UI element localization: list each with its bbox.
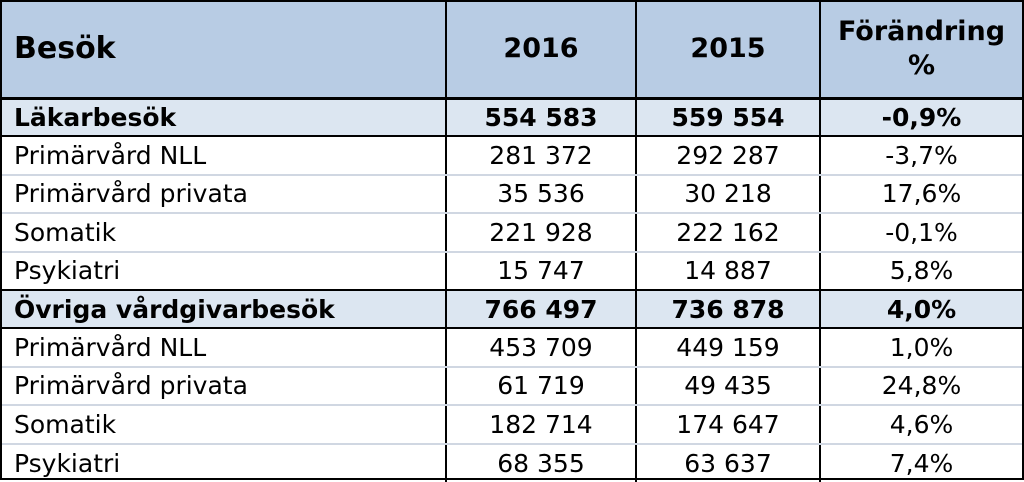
cell-2016: 221 928	[446, 213, 637, 253]
cell-2016: 35 536	[446, 174, 637, 215]
table-header: Besök 2016 2015 Förändring %	[2, 2, 1022, 100]
header-change-line1: Förändring	[837, 16, 1006, 48]
cell-change: 4,6%	[820, 405, 1022, 445]
cell-label: Primärvård NLL	[2, 136, 447, 176]
cell-2016: 281 372	[446, 136, 637, 176]
cell-label: Psykiatri	[2, 251, 447, 291]
header-2015: 2015	[636, 2, 821, 100]
cell-2015: 559 554	[636, 98, 821, 138]
cell-2016: 68 355	[446, 443, 637, 482]
cell-label: Primärvård privata	[2, 174, 447, 215]
table-row: Primärvård NLL 281 372 292 287 -3,7%	[2, 136, 1022, 176]
cell-2016: 453 709	[446, 328, 637, 368]
cell-2016: 182 714	[446, 405, 637, 445]
header-2016: 2016	[446, 2, 637, 100]
cell-2015: 14 887	[636, 251, 821, 291]
table-row: Psykiatri 15 747 14 887 5,8%	[2, 251, 1022, 291]
cell-2016: 15 747	[446, 251, 637, 291]
table-row: Psykiatri 68 355 63 637 7,4%	[2, 443, 1022, 482]
table-row: Primärvård privata 61 719 49 435 24,8%	[2, 366, 1022, 407]
header-change: Förändring %	[820, 2, 1022, 100]
cell-2016: 554 583	[446, 98, 637, 138]
cell-change: 17,6%	[820, 174, 1022, 215]
table-row: Somatik 182 714 174 647 4,6%	[2, 405, 1022, 445]
cell-change: -3,7%	[820, 136, 1022, 176]
cell-2016: 61 719	[446, 366, 637, 407]
cell-label: Somatik	[2, 405, 447, 445]
table-row-group: Läkarbesök 554 583 559 554 -0,9%	[2, 98, 1022, 138]
header-change-line2: %	[907, 50, 936, 82]
cell-label: Psykiatri	[2, 443, 447, 482]
cell-2015: 174 647	[636, 405, 821, 445]
cell-change: 24,8%	[820, 366, 1022, 407]
cell-2015: 292 287	[636, 136, 821, 176]
cell-label: Somatik	[2, 213, 447, 253]
cell-2015: 49 435	[636, 366, 821, 407]
cell-2015: 449 159	[636, 328, 821, 368]
header-besok: Besök	[2, 2, 447, 100]
table-row: Primärvård privata 35 536 30 218 17,6%	[2, 174, 1022, 215]
cell-2015: 222 162	[636, 213, 821, 253]
table-row-group: Övriga vårdgivarbesök 766 497 736 878 4,0%	[2, 289, 1022, 330]
cell-change: 1,0%	[820, 328, 1022, 368]
cell-change: -0,9%	[820, 98, 1022, 138]
table-row: Somatik 221 928 222 162 -0,1%	[2, 213, 1022, 253]
cell-label: Primärvård privata	[2, 366, 447, 407]
cell-2016: 766 497	[446, 289, 637, 330]
cell-2015: 63 637	[636, 443, 821, 482]
cell-change: -0,1%	[820, 213, 1022, 253]
cell-label: Läkarbesök	[2, 98, 447, 138]
cell-change: 7,4%	[889, 448, 954, 478]
cell-change: 5,8%	[820, 251, 1022, 291]
table-body: Läkarbesök 554 583 559 554 -0,9% Primärvård …	[2, 98, 1022, 482]
cell-2015: 30 218	[636, 174, 821, 215]
table-row: Primärvård NLL 453 709 449 159 1,0%	[2, 328, 1022, 368]
cell-label: Övriga vårdgivarbesök	[2, 289, 447, 330]
cell-2015: 736 878	[636, 289, 821, 330]
cell-label: Primärvård NLL	[2, 328, 447, 368]
cell-change: 4,0%	[820, 289, 1022, 330]
header-row: Besök 2016 2015 Förändring %	[2, 2, 1022, 100]
